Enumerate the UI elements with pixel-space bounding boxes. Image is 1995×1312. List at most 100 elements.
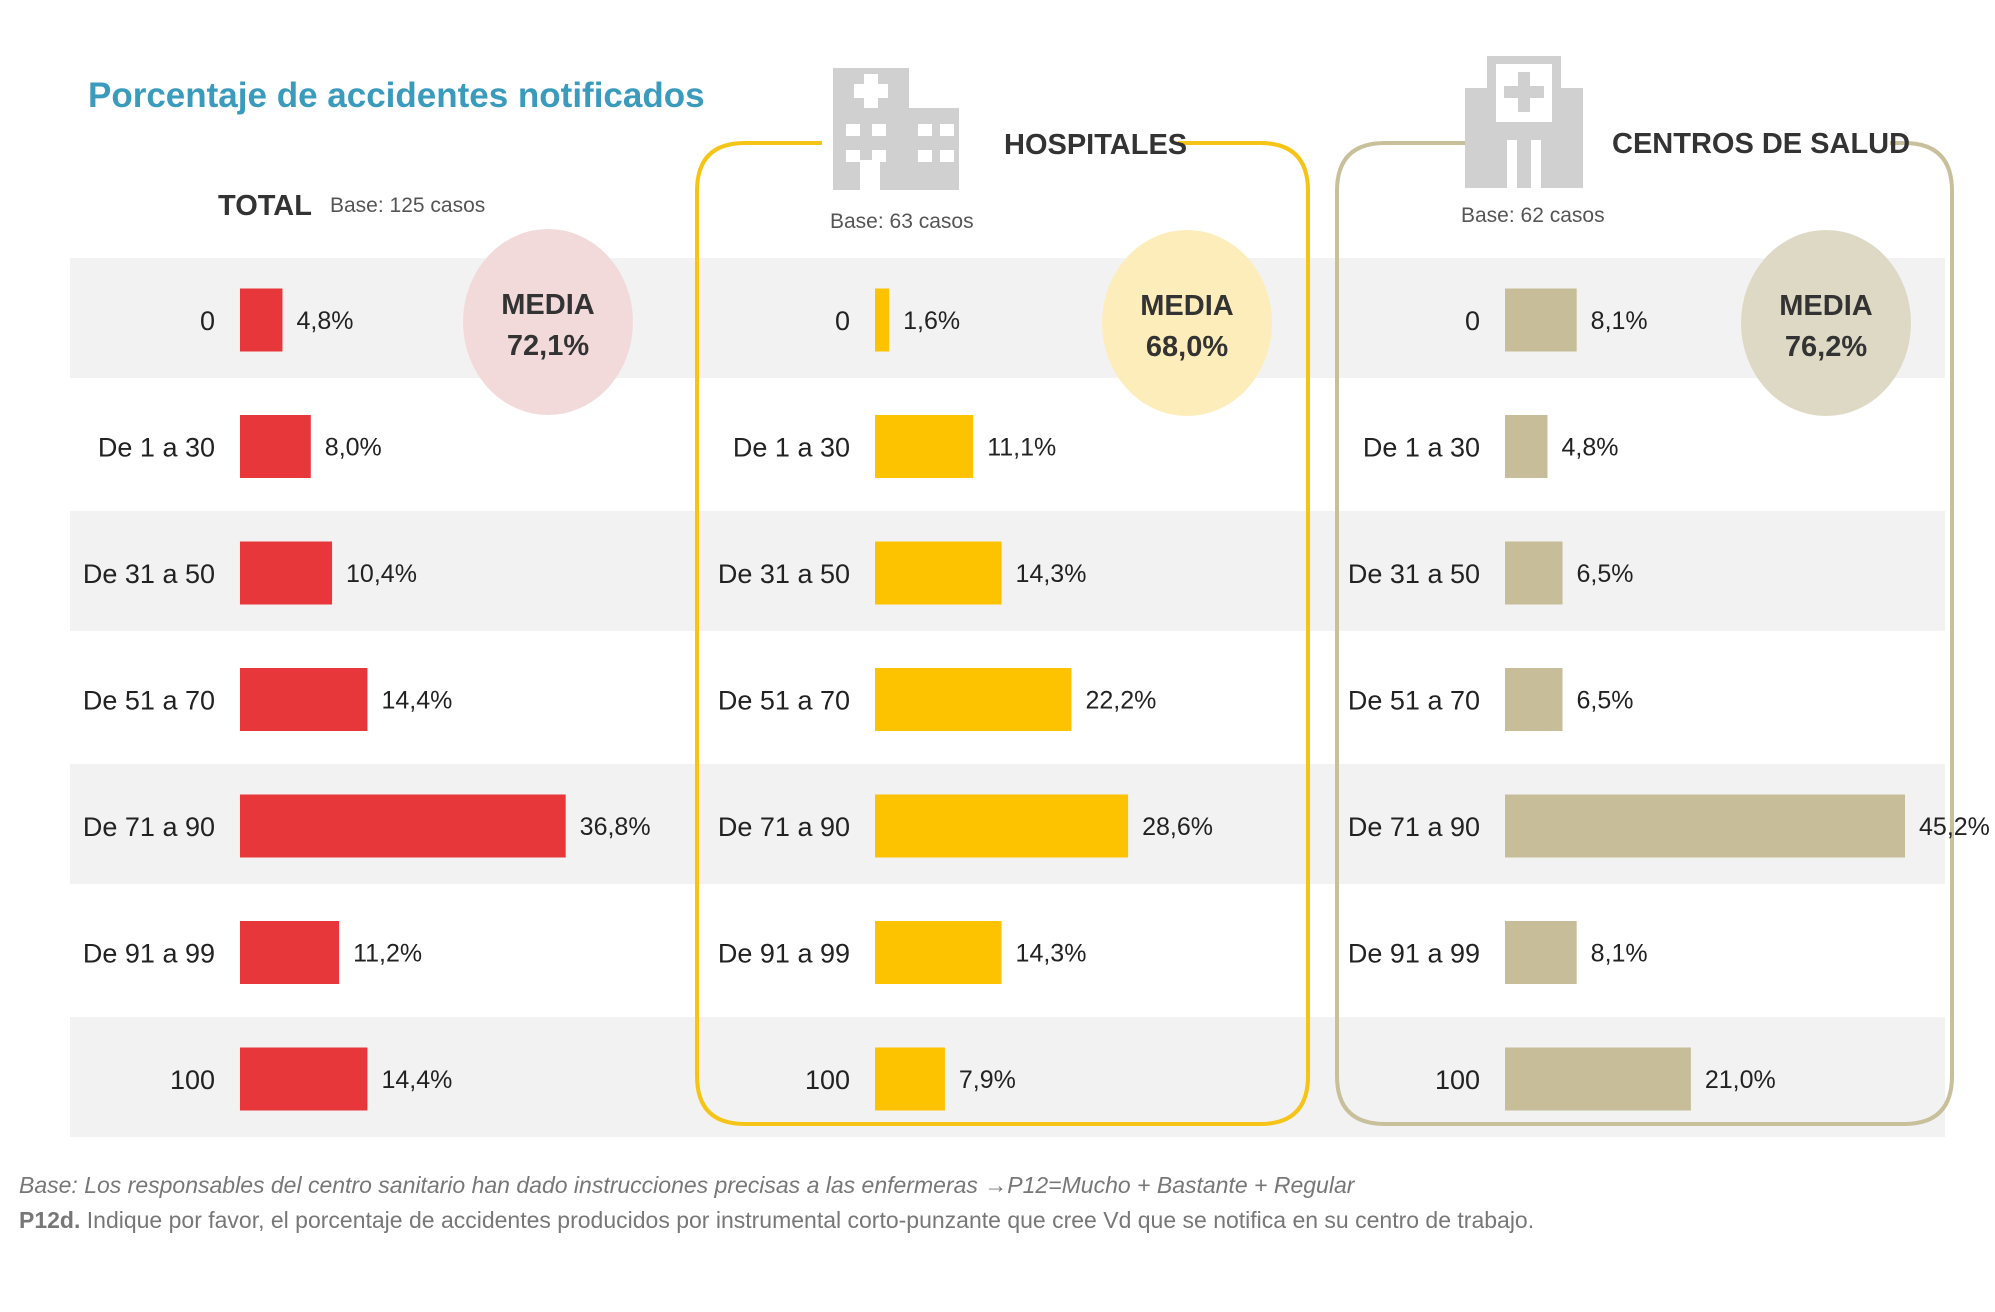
centros-label: CENTROS DE SALUD — [1612, 128, 1910, 160]
total-media-circle — [463, 229, 633, 415]
total-bar-4 — [240, 794, 566, 858]
centros-bar-0 — [1505, 288, 1577, 352]
total-category-label-0: 0 — [200, 306, 215, 336]
hospital-window-shape-1 — [872, 124, 886, 136]
hospital-window-shape-2 — [846, 150, 860, 162]
hospitales-value-label-4: 28,6% — [1142, 813, 1213, 841]
footer-base-note: Base: Los responsables del centro sanita… — [19, 1172, 1355, 1198]
total-bar-2 — [240, 541, 333, 605]
center-cross-horizontal-shape — [1504, 86, 1544, 98]
centros-value-label-2: 6,5% — [1577, 560, 1634, 588]
total-category-label-4: De 71 a 90 — [83, 812, 215, 842]
hospitales-media-label: MEDIA — [1140, 290, 1234, 322]
hospitales-category-label-5: De 91 a 99 — [718, 939, 850, 969]
hospital-window-shape-0 — [846, 124, 860, 136]
hospitales-value-label-6: 7,9% — [959, 1066, 1016, 1094]
hospitales-bar-6 — [875, 1047, 945, 1111]
hospitales-base-text: Base: 63 casos — [830, 210, 974, 233]
hospitales-value-label-3: 22,2% — [1085, 687, 1156, 715]
total-base-text: Base: 125 casos — [330, 194, 485, 217]
center-door-right-shape — [1531, 140, 1541, 188]
row-band-0 — [70, 258, 1945, 378]
centros-category-label-0: 0 — [1465, 306, 1480, 336]
hospital-window-shape-4 — [918, 124, 932, 136]
hospital-window-shape-5 — [940, 124, 954, 136]
footer-question-text: Indique por favor, el porcentaje de acci… — [80, 1207, 1535, 1233]
hospital-door-shape — [860, 160, 880, 190]
centros-value-label-4: 45,2% — [1919, 813, 1990, 841]
total-bar-1 — [240, 415, 311, 478]
total-bar-5 — [240, 921, 340, 984]
total-media-label: MEDIA — [501, 289, 595, 321]
group-frames — [695, 141, 1954, 1126]
total-bar-6 — [240, 1047, 368, 1111]
total-value-label-3: 14,4% — [381, 687, 452, 715]
total-category-label-3: De 51 a 70 — [83, 686, 215, 716]
total-value-label-5: 11,2% — [353, 940, 422, 968]
health-center-icon — [1465, 56, 1583, 188]
bars-layer: 0 4,8% De 1 a 30 8,0% De 31 a 50 10,4% De 51 a… — [83, 288, 1990, 1111]
total-value-label-2: 10,4% — [346, 560, 417, 588]
total-category-label-2: De 31 a 50 — [83, 559, 215, 589]
hospitales-bar-1 — [875, 415, 974, 478]
center-door-left-shape — [1507, 140, 1517, 188]
hospitales-bar-3 — [875, 668, 1072, 731]
hospitales-value-label-5: 14,3% — [1016, 940, 1087, 968]
hospitales-category-label-3: De 51 a 70 — [718, 686, 850, 716]
centros-category-label-1: De 1 a 30 — [1363, 433, 1480, 463]
total-value-label-4: 36,8% — [580, 813, 651, 841]
hospital-window-shape-6 — [918, 150, 932, 162]
hospitales-value-label-1: 11,1% — [987, 434, 1056, 462]
centros-value-label-1: 4,8% — [1561, 434, 1618, 462]
hospitales-media-value: 68,0% — [1146, 331, 1228, 363]
hospitales-bar-5 — [875, 921, 1002, 984]
hospitales-category-label-2: De 31 a 50 — [718, 559, 850, 589]
hospital-cross-horizontal-shape — [854, 84, 888, 98]
row-band-2 — [70, 511, 1945, 631]
page-title: Porcentaje de accidentes notificados — [88, 76, 705, 115]
total-value-label-1: 8,0% — [325, 434, 382, 462]
centros-media-value: 76,2% — [1785, 331, 1867, 363]
hospitales-bar-0 — [875, 288, 890, 352]
hospitales-media-circle — [1102, 230, 1272, 416]
centros-media-circle — [1741, 230, 1911, 416]
centros-value-label-5: 8,1% — [1591, 940, 1648, 968]
footer-question-id: P12d. — [19, 1207, 81, 1233]
centros-category-label-3: De 51 a 70 — [1348, 686, 1480, 716]
total-category-label-5: De 91 a 99 — [83, 939, 215, 969]
hospitales-bar-2 — [875, 541, 1002, 605]
hospital-wing-shape — [908, 108, 959, 190]
centros-category-label-5: De 91 a 99 — [1348, 939, 1480, 969]
centros-value-label-6: 21,0% — [1705, 1066, 1776, 1094]
hospital-building-icon — [833, 68, 959, 190]
centros-frame — [1335, 141, 1954, 1126]
hospitales-value-label-0: 1,6% — [903, 307, 960, 335]
total-category-label-6: 100 — [170, 1065, 215, 1095]
centros-value-label-3: 6,5% — [1577, 687, 1634, 715]
row-bands — [70, 258, 1945, 1137]
centros-bar-2 — [1505, 541, 1563, 605]
total-category-label-1: De 1 a 30 — [98, 433, 215, 463]
total-label: TOTAL — [218, 190, 312, 222]
hospital-window-shape-7 — [940, 150, 954, 162]
total-bar-3 — [240, 668, 368, 731]
hospitales-bar-4 — [875, 794, 1129, 858]
hospitales-label: HOSPITALES — [1004, 129, 1187, 161]
centros-bar-5 — [1505, 921, 1577, 984]
centros-bar-1 — [1505, 415, 1548, 478]
group-headers: TOTAL Base: 125 casos HOSPITALES Base: 63 c… — [218, 128, 1910, 233]
group-icons — [833, 56, 1583, 190]
total-bar-0 — [240, 288, 283, 352]
centros-bar-3 — [1505, 668, 1563, 731]
centros-category-label-4: De 71 a 90 — [1348, 812, 1480, 842]
media-badges: MEDIA 72,1% MEDIA 68,0% MEDIA 76,2% — [463, 229, 1911, 416]
centros-media-label: MEDIA — [1779, 290, 1873, 322]
centros-category-label-2: De 31 a 50 — [1348, 559, 1480, 589]
hospitales-category-label-1: De 1 a 30 — [733, 433, 850, 463]
total-media-value: 72,1% — [507, 330, 589, 362]
footer-question: P12d. Indique por favor, el porcentaje d… — [19, 1207, 1534, 1234]
total-value-label-0: 4,8% — [296, 307, 353, 335]
centros-bar-6 — [1505, 1047, 1691, 1111]
hospitales-category-label-0: 0 — [835, 306, 850, 336]
